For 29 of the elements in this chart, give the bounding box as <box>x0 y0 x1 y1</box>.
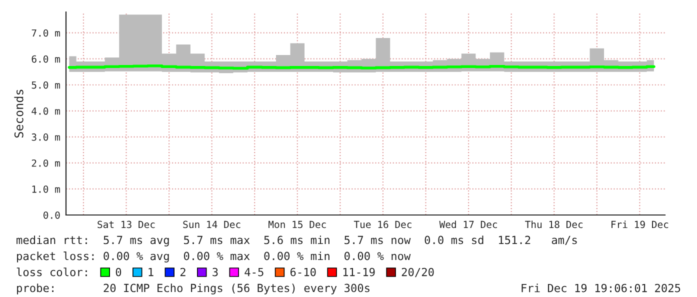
x-tick-label: Fri 19 Dec <box>612 220 668 228</box>
legend-label: 0 <box>116 268 122 276</box>
y-axis-title: Seconds <box>14 90 24 138</box>
text: probe: 20 ICMP Echo Pings (56 Bytes) every 300s <box>17 284 370 294</box>
text: Fri Dec 19 19:06:01 2025 <box>522 284 680 292</box>
x-tick-label: Mon 15 Dec <box>268 220 326 228</box>
legend-label: 2 <box>180 268 186 276</box>
y-tick-label: 2.0 m <box>32 159 60 167</box>
y-tick-label: 3.0 m <box>32 133 60 141</box>
y-tick-label: 5.0 m <box>32 81 60 89</box>
x-tick-label: Sun 14 Dec <box>183 220 240 228</box>
legend-label: 4-5 <box>244 268 264 276</box>
y-tick-label: 4.0 m <box>32 107 60 115</box>
legend-title: loss color: <box>16 268 87 276</box>
text: packet loss: 0.00 % avg 0.00 % max 0.00 % min 0.00 % now <box>17 252 411 262</box>
legend-label: 6-10 <box>290 268 316 276</box>
y-tick-label: 1.0 m <box>32 185 60 193</box>
y-tick-label: 0.0 <box>44 212 60 219</box>
legend-label: 3 <box>212 268 218 276</box>
y-tick-label: 6.0 m <box>32 55 60 63</box>
x-tick-label: Thu 18 Dec <box>525 220 583 228</box>
legend-label: 11-19 <box>343 268 375 276</box>
y-tick-label: 7.0 m <box>32 29 60 37</box>
x-tick-label: Wed 17 Dec <box>439 220 497 228</box>
x-tick-label: Tue 16 Dec <box>354 220 412 228</box>
legend-label: 1 <box>148 268 154 276</box>
text: median rtt: 5.7 ms avg 5.7 ms max 5.6 ms min 5.7 ms now 0.0 ms sd 151.2 am/s <box>16 236 577 246</box>
x-tick-label: Sat 13 Dec <box>98 220 155 228</box>
legend-label: 20/20 <box>402 268 434 278</box>
